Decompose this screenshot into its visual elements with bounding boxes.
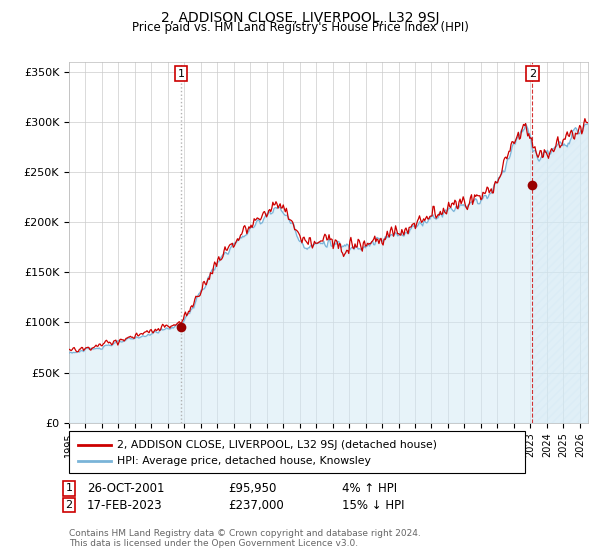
Text: 1: 1 xyxy=(65,483,73,493)
Text: 4% ↑ HPI: 4% ↑ HPI xyxy=(342,482,397,495)
Text: £95,950: £95,950 xyxy=(228,482,277,495)
Text: 1: 1 xyxy=(178,69,184,78)
Text: 15% ↓ HPI: 15% ↓ HPI xyxy=(342,498,404,512)
Text: 26-OCT-2001: 26-OCT-2001 xyxy=(87,482,164,495)
Text: £237,000: £237,000 xyxy=(228,498,284,512)
Text: 2: 2 xyxy=(65,500,73,510)
Text: 17-FEB-2023: 17-FEB-2023 xyxy=(87,498,163,512)
Text: This data is licensed under the Open Government Licence v3.0.: This data is licensed under the Open Gov… xyxy=(69,539,358,548)
Text: Contains HM Land Registry data © Crown copyright and database right 2024.: Contains HM Land Registry data © Crown c… xyxy=(69,529,421,538)
Text: HPI: Average price, detached house, Knowsley: HPI: Average price, detached house, Know… xyxy=(117,456,371,466)
Text: Price paid vs. HM Land Registry's House Price Index (HPI): Price paid vs. HM Land Registry's House … xyxy=(131,21,469,34)
Text: 2, ADDISON CLOSE, LIVERPOOL, L32 9SJ: 2, ADDISON CLOSE, LIVERPOOL, L32 9SJ xyxy=(161,11,439,25)
Text: 2, ADDISON CLOSE, LIVERPOOL, L32 9SJ (detached house): 2, ADDISON CLOSE, LIVERPOOL, L32 9SJ (de… xyxy=(117,440,437,450)
Text: 2: 2 xyxy=(529,69,536,78)
